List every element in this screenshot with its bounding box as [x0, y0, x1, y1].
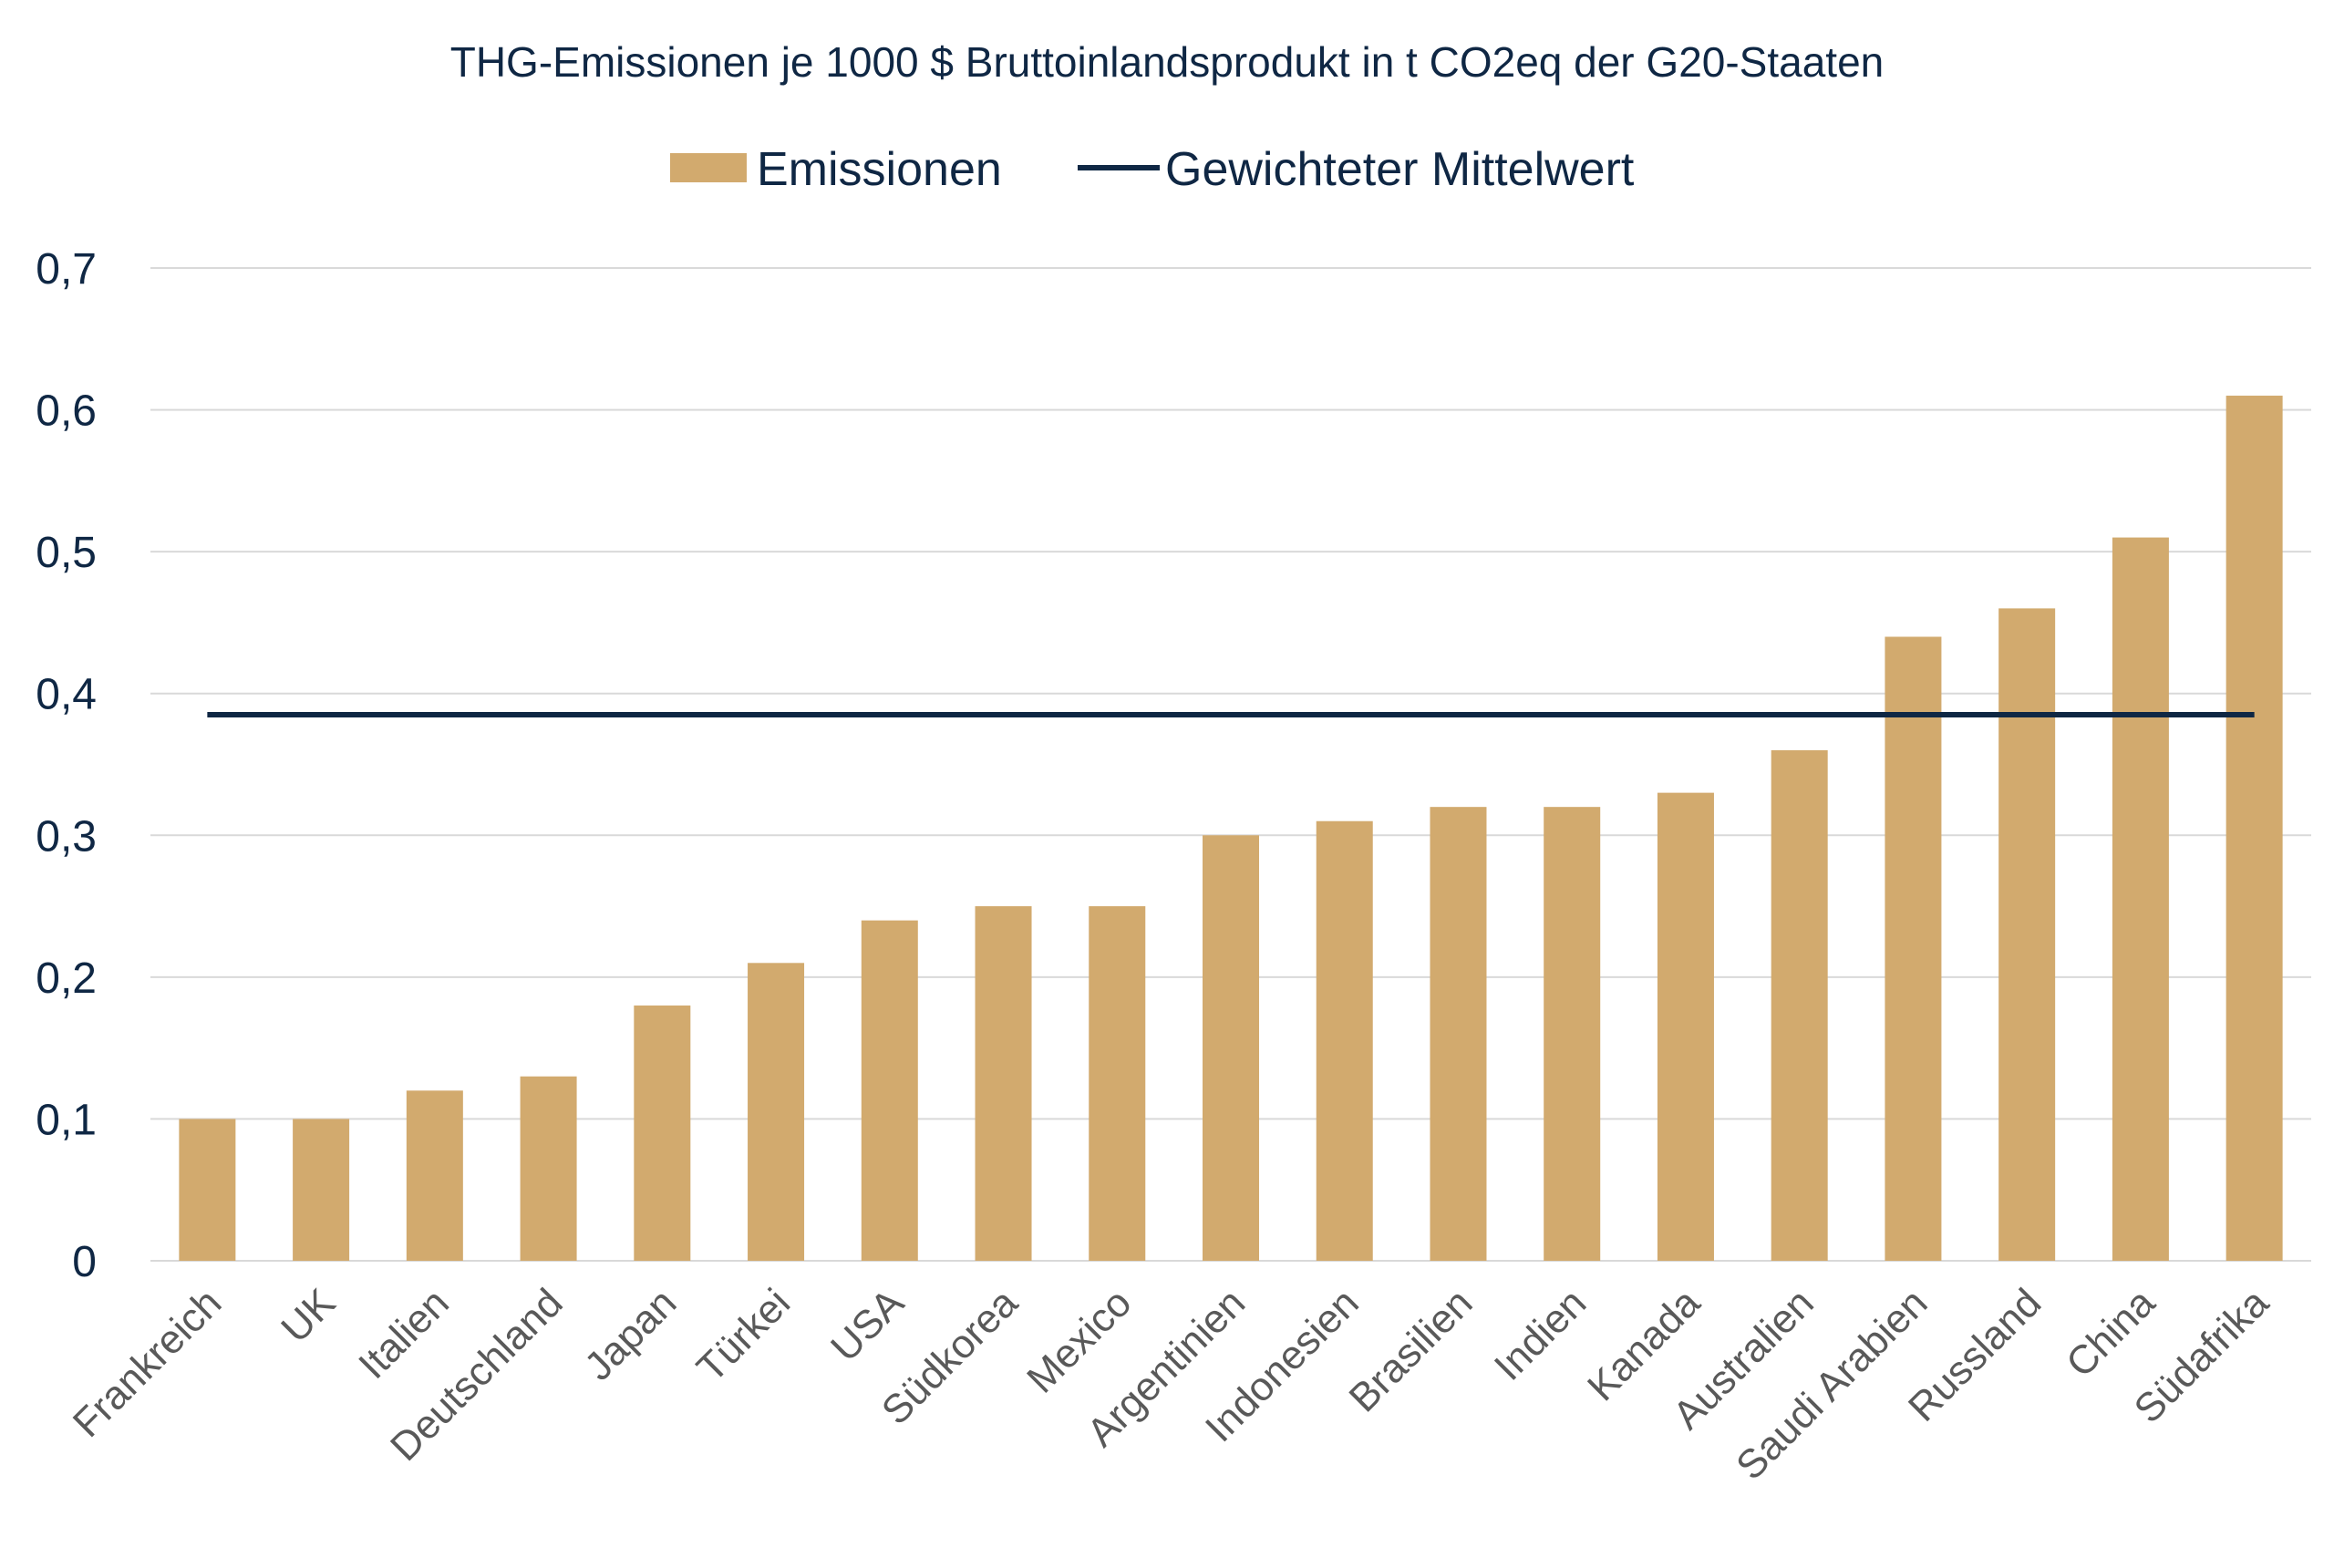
bar-frankreich — [179, 1119, 236, 1261]
x-tick-label: Indien — [1486, 1280, 1595, 1388]
bar-japan — [634, 1005, 691, 1261]
y-tick-label: 0,1 — [36, 1096, 97, 1144]
legend-swatch-emissionen — [670, 153, 747, 182]
y-tick-label: 0 — [72, 1238, 97, 1286]
y-tick-label: 0,5 — [36, 529, 97, 577]
legend-label-mittelwert: Gewichteter Mittelwert — [1165, 143, 1635, 196]
bar-usa — [861, 920, 918, 1261]
y-tick-label: 0,3 — [36, 812, 97, 861]
chart-title: THG-Emissionen je 1000 $ Bruttoinlandspr… — [450, 38, 1885, 86]
bar-italien — [406, 1090, 463, 1261]
bar-argentinien — [1203, 835, 1259, 1261]
bar-china — [2112, 537, 2169, 1261]
bar-brasilien — [1430, 807, 1487, 1261]
y-tick-label: 0,7 — [36, 245, 97, 294]
x-tick-label: UK — [273, 1280, 344, 1351]
bar-saudi-arabien — [1885, 636, 1942, 1261]
legend: Emissionen Gewichteter Mittelwert — [670, 143, 1635, 196]
bars — [179, 396, 2283, 1261]
y-tick-label: 0,2 — [36, 954, 97, 1003]
legend-label-emissionen: Emissionen — [757, 143, 1002, 196]
bar-mexico — [1089, 906, 1146, 1261]
y-tick-label: 0,4 — [36, 671, 97, 719]
bar-südafrika — [2226, 396, 2283, 1261]
bar-südkorea — [975, 906, 1032, 1261]
x-tick-label: Brasilien — [1341, 1280, 1482, 1420]
bar-indonesien — [1316, 820, 1373, 1261]
y-axis-ticks: 0 0,1 0,2 0,3 0,4 0,5 0,6 0,7 — [36, 245, 97, 1286]
x-tick-label: USA — [822, 1280, 913, 1370]
bar-russland — [1998, 608, 2056, 1261]
x-tick-label: Türkei — [688, 1280, 799, 1390]
x-tick-label: Italien — [350, 1280, 458, 1387]
x-tick-label: Frankreich — [65, 1280, 231, 1446]
y-tick-label: 0,6 — [36, 387, 97, 436]
bar-kanada — [1657, 792, 1714, 1261]
x-tick-label: Japan — [576, 1280, 685, 1388]
bar-deutschland — [520, 1076, 577, 1261]
bar-indien — [1544, 807, 1601, 1261]
bar-australien — [1771, 749, 1828, 1261]
bar-uk — [293, 1119, 350, 1261]
x-tick-label: China — [2058, 1280, 2164, 1386]
bar-türkei — [748, 963, 805, 1261]
